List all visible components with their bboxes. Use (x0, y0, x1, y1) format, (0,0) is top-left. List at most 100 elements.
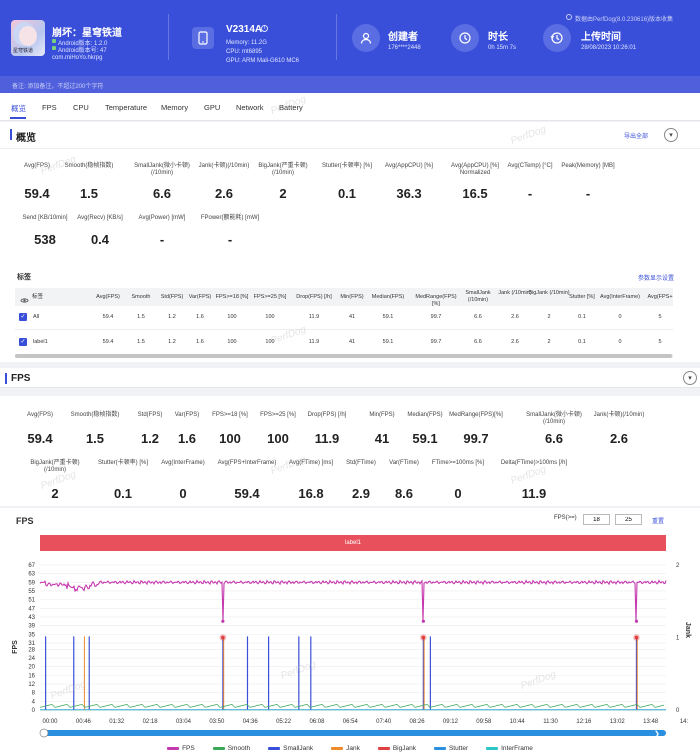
table-column-header[interactable]: Avg(InterFrame) (600, 294, 640, 300)
row-checkbox[interactable]: ✓ (19, 313, 27, 321)
collapse-button[interactable]: ▾ (664, 128, 678, 142)
x-tick-label: 10:44 (510, 719, 526, 725)
y-tick-label: 16 (28, 673, 35, 679)
report-header: 星穹铁道 崩坏：星穹铁道 Android版本: 1.2.0 Android版本号… (0, 0, 700, 76)
table-column-header[interactable]: Drop(FPS) [/h] (296, 294, 332, 300)
y2-tick-label: 1 (676, 636, 680, 642)
table-cell: 1.6 (196, 339, 204, 345)
y-tick-label: 67 (28, 563, 35, 569)
time-range-slider[interactable] (40, 730, 666, 736)
android-icon (52, 39, 56, 43)
threshold-input-1[interactable] (583, 514, 610, 525)
legend-item[interactable]: Smooth (212, 744, 251, 753)
row-checkbox[interactable]: ✓ (19, 338, 27, 346)
legend-item[interactable]: FPS (167, 744, 195, 753)
metric-label: Avg(FPS) (24, 163, 50, 169)
duration-value: 0h 15m 7s (488, 45, 517, 51)
label-band[interactable]: label1 (40, 535, 666, 551)
table-column-header[interactable]: Avg(FPS+ (647, 294, 673, 300)
tab-temperature[interactable]: Temperature (105, 103, 148, 112)
y-tick-label: 59 (28, 580, 35, 586)
metric-label: Avg(CTemp) [°C] (507, 163, 553, 169)
eye-icon[interactable] (20, 292, 29, 303)
metric-label: Drop(FPS) [/h] (307, 412, 347, 418)
chart-title: FPS (16, 516, 34, 526)
x-tick-label: 06:54 (343, 719, 359, 725)
table-column-header[interactable]: FPS>=25 [%] (253, 294, 287, 300)
legend-swatch (268, 747, 281, 750)
table-column-header[interactable]: Min(FPS) (340, 294, 364, 300)
clock-icon (451, 24, 479, 52)
metric-value: 59.1 (412, 431, 438, 446)
column-settings-link[interactable]: 参数显示设置 (638, 276, 675, 282)
tab-network[interactable]: Network (236, 103, 264, 112)
table-cell: 100 (227, 339, 237, 345)
x-tick-label: 06:08 (309, 719, 325, 725)
table-cell: 5 (658, 339, 662, 345)
user-icon (352, 24, 380, 52)
table-cell: 2 (547, 314, 551, 320)
table-cell: 1.5 (137, 339, 145, 345)
slider-handle-left[interactable] (39, 728, 49, 738)
table-column-header[interactable]: Stutter [%] (569, 294, 595, 300)
info-icon[interactable]: i (261, 25, 268, 32)
table-column-header[interactable]: Smooth (131, 294, 151, 300)
table-column-header[interactable]: MedRange(FPS)[%] (415, 294, 457, 307)
tab-overview[interactable]: 概览 (11, 104, 26, 113)
y-tick-label: 0 (32, 708, 36, 714)
table-column-header[interactable]: Var(FPS) (188, 294, 212, 300)
legend-item[interactable]: Jank (331, 744, 360, 753)
fps-metrics-card (0, 396, 700, 506)
table-cell: 0 (618, 339, 622, 345)
table-column-header[interactable]: Jank (/10min) (498, 290, 532, 296)
table-cell: 11.9 (308, 314, 320, 320)
tab-cpu[interactable]: CPU (73, 103, 89, 112)
table-scrollbar-thumb[interactable] (15, 354, 672, 358)
metric-value: 59.4 (27, 431, 53, 446)
threshold-input-2[interactable] (615, 514, 642, 525)
legend-item[interactable]: Stutter (433, 744, 469, 753)
x-tick-label: 08:26 (410, 719, 426, 725)
metric-label: FPower(额能耗) [mW] (200, 215, 260, 221)
divider (336, 14, 337, 60)
legend-label: InterFrame (501, 745, 533, 752)
slider-arrow-icon[interactable]: ❯ (654, 730, 660, 738)
table-column-header[interactable]: Median(FPS) (371, 294, 405, 300)
remark-field[interactable]: 备注: 添加备注，不超过200个字符 (0, 76, 700, 93)
chart-legend: FPS Smooth SmallJank Jank BigJank Stutter Inte… (0, 744, 700, 753)
metric-value: 8.6 (394, 486, 414, 501)
table-column-header[interactable]: FPS>=18 [%] (215, 294, 249, 300)
y2-tick-label: 0 (676, 708, 680, 714)
y-tick-label: 43 (28, 615, 35, 621)
legend-item[interactable]: BigJank (377, 744, 416, 753)
info-icon (566, 14, 572, 20)
table-cell: 2 (547, 339, 551, 345)
legend-item[interactable]: InterFrame (486, 744, 533, 753)
table-column-header[interactable]: BigJank (/10min) (528, 290, 570, 296)
legend-label: Stutter (448, 745, 469, 752)
phone-icon (192, 27, 214, 49)
metric-value: - (527, 186, 533, 201)
metric-label: Std(FTime) (346, 460, 376, 466)
table-column-header[interactable]: Avg(FPS) (96, 294, 120, 300)
export-all-link[interactable]: 导出全部 (624, 134, 649, 140)
table-cell: 5 (658, 314, 662, 320)
table-column-header[interactable]: 标签 (32, 294, 44, 300)
metric-value: 99.7 (463, 431, 489, 446)
tab-memory[interactable]: Memory (161, 103, 189, 112)
table-column-header[interactable]: Std(FPS) (160, 294, 184, 300)
table-column-header[interactable]: SmallJank (/10min) (465, 290, 491, 303)
reset-link[interactable]: 重置 (652, 519, 665, 525)
metric-value: 1.6 (177, 431, 197, 446)
legend-label: Smooth (227, 745, 251, 752)
fps-chart[interactable]: 048121620242831353943475155596367FPS012J… (0, 555, 700, 753)
tab-battery[interactable]: Battery (279, 103, 303, 112)
legend-swatch (167, 747, 180, 750)
collapse-button[interactable]: ▾ (683, 371, 697, 385)
metric-value: 11.9 (314, 431, 340, 446)
y-tick-label: 55 (28, 589, 35, 595)
tab-fps[interactable]: FPS (42, 103, 57, 112)
table-cell: 2.6 (511, 339, 519, 345)
tab-gpu[interactable]: GPU (204, 103, 221, 112)
legend-item[interactable]: SmallJank (268, 744, 313, 753)
